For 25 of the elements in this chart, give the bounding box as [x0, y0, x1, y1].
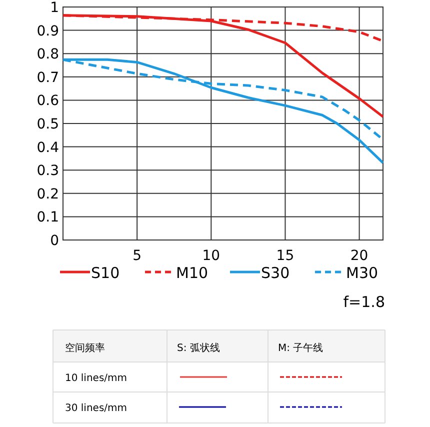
text: 空间频率 — [65, 342, 105, 354]
y-tick-label: 1 — [50, 0, 59, 16]
legend-label: S10 — [91, 264, 120, 282]
y-tick-label: 0.9 — [36, 23, 59, 40]
x-tick-label: 20 — [350, 248, 368, 264]
x-tick-label: 5 — [132, 248, 142, 264]
text: 10 lines/mm — [65, 373, 128, 384]
legend-label: M30 — [346, 264, 378, 282]
y-tick-label: 0.4 — [36, 140, 60, 156]
legend-label: M10 — [176, 264, 208, 282]
x-tick-label: 15 — [276, 248, 294, 264]
y-tick-label: 0.3 — [36, 163, 59, 180]
text: S: 弧状线 — [177, 342, 220, 354]
y-tick-label: 0.8 — [36, 46, 59, 63]
legend-label: S30 — [261, 264, 290, 282]
y-tick-label: 0.2 — [36, 186, 59, 202]
text: 30 lines/mm — [65, 403, 128, 414]
y-tick-label: 0.5 — [36, 116, 59, 132]
y-tick-label: 0 — [50, 233, 59, 249]
x-tick-label: 10 — [202, 248, 220, 264]
text: f=1.8 — [343, 293, 385, 311]
y-tick-label: 0.7 — [36, 70, 59, 86]
y-tick-label: 0.6 — [36, 93, 60, 110]
y-tick-label: 0.1 — [36, 210, 59, 226]
text: M: 子午线 — [278, 342, 324, 354]
